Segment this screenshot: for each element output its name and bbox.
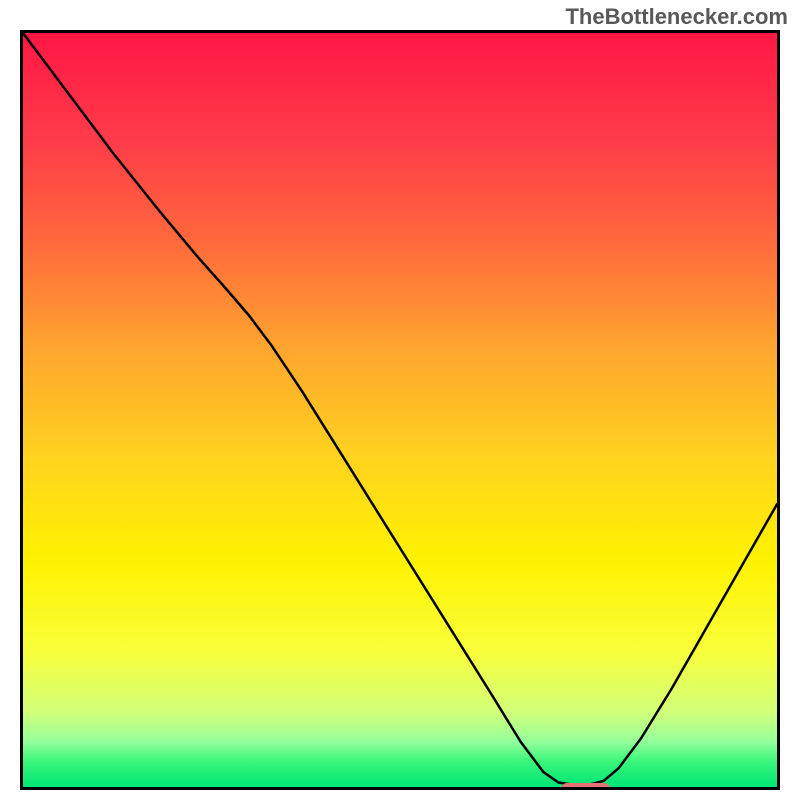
bottleneck-curve xyxy=(23,33,777,785)
curve-svg xyxy=(23,33,777,787)
chart-container: TheBottlenecker.com xyxy=(0,0,800,800)
watermark-text: TheBottlenecker.com xyxy=(565,4,788,30)
optimal-marker xyxy=(561,783,610,790)
plot-area xyxy=(20,30,780,790)
